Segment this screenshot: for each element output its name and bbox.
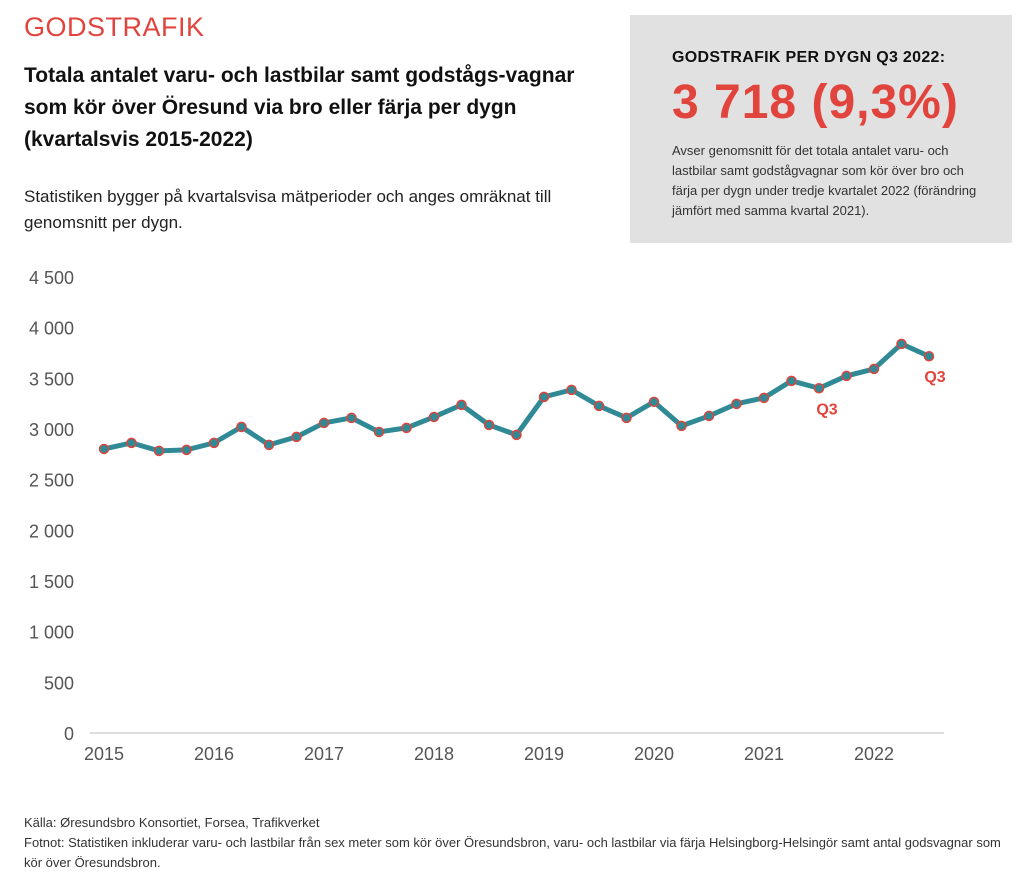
y-tick-label: 4 500 <box>29 268 74 288</box>
x-tick-label: 2022 <box>854 744 894 764</box>
data-point <box>703 410 715 422</box>
data-point <box>676 420 687 432</box>
data-point <box>373 426 385 438</box>
y-tick-label: 3 000 <box>29 420 74 440</box>
y-tick-label: 2 500 <box>29 471 74 491</box>
data-point <box>758 392 770 404</box>
data-point <box>483 419 495 431</box>
data-point <box>126 437 137 449</box>
data-point <box>731 398 742 410</box>
key-figure-value: 3 718 (9,3%) <box>672 76 959 129</box>
chart-title: Totala antalet varu- och lastbilar samt … <box>24 64 575 151</box>
subtitle: Statistiken bygger på kvartalsvisa mätpe… <box>24 187 552 232</box>
data-point <box>868 363 880 375</box>
data-point <box>236 421 247 433</box>
data-point <box>621 412 632 424</box>
key-figure-text: Avser genomsnitt för det totala antalet … <box>672 143 977 218</box>
data-point <box>648 396 660 408</box>
x-tick-label: 2018 <box>414 744 454 764</box>
data-point <box>153 445 165 457</box>
x-tick-label: 2019 <box>524 744 564 764</box>
y-tick-label: 3 500 <box>29 369 74 389</box>
y-tick-label: 1 000 <box>29 623 74 643</box>
kicker: GODSTRAFIK <box>24 12 205 42</box>
data-point <box>401 422 412 434</box>
x-tick-label: 2020 <box>634 744 674 764</box>
data-point <box>318 417 330 429</box>
data-point <box>208 437 220 449</box>
data-point <box>841 370 852 382</box>
data-point <box>346 412 357 424</box>
key-figure-box: GODSTRAFIK PER DYGN Q3 2022: 3 718 (9,3%… <box>630 15 1012 243</box>
footnote: Fotnot: Statistiken inkluderar varu- och… <box>24 835 1001 870</box>
x-tick-label: 2017 <box>304 744 344 764</box>
data-point <box>786 375 797 387</box>
data-point <box>923 350 935 362</box>
key-figure-heading: GODSTRAFIK PER DYGN Q3 2022: <box>672 49 946 66</box>
data-point <box>593 400 605 412</box>
x-tick-label: 2016 <box>194 744 234 764</box>
data-point <box>896 338 907 350</box>
data-point <box>98 443 110 455</box>
data-point <box>538 391 550 403</box>
footer: Källa: Øresundsbro Konsortiet, Forsea, T… <box>24 813 1014 873</box>
y-tick-label: 4 000 <box>29 319 74 339</box>
x-tick-label: 2015 <box>84 744 124 764</box>
y-tick-label: 500 <box>44 673 74 693</box>
data-point <box>456 399 467 411</box>
data-point <box>813 383 825 394</box>
y-tick-label: 0 <box>64 724 74 744</box>
data-point <box>181 444 192 456</box>
source: Källa: Øresundsbro Konsortiet, Forsea, T… <box>24 815 320 830</box>
data-point <box>263 439 275 451</box>
x-tick-label: 2021 <box>744 744 784 764</box>
y-tick-label: 1 500 <box>29 572 74 592</box>
q3-annotation: Q3 <box>924 369 945 386</box>
q3-annotation: Q3 <box>816 401 837 418</box>
y-tick-label: 2 000 <box>29 521 74 541</box>
data-point <box>511 429 522 441</box>
data-point <box>428 411 440 423</box>
data-point <box>566 384 577 396</box>
data-point <box>291 431 302 443</box>
